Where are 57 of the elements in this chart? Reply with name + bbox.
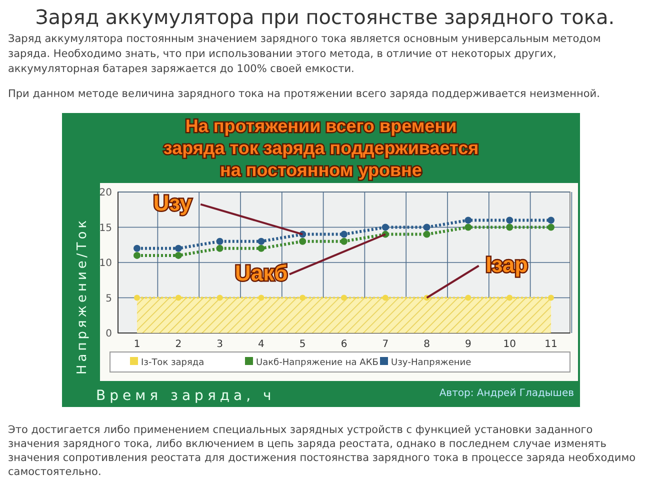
point: [216, 244, 224, 252]
point: [506, 216, 514, 224]
point: [464, 216, 472, 224]
point: [300, 294, 306, 301]
point: [382, 224, 389, 231]
point: [258, 294, 264, 301]
point: [134, 252, 140, 259]
y-tick-label: 10: [99, 258, 112, 269]
y-tick-label: 5: [106, 293, 112, 304]
point: [382, 294, 388, 301]
x-tick-label: 4: [258, 339, 264, 350]
point: [423, 224, 430, 231]
point: [423, 230, 430, 238]
point: [464, 224, 472, 231]
x-tick-label: 1: [134, 339, 140, 350]
point: [216, 294, 223, 301]
text: При данном методе величина зарядного тока на протяжении всего заряда поддерживается неизменной.: [8, 88, 600, 100]
legend-label: Uзу-Напряжение: [391, 358, 472, 368]
point: [134, 294, 140, 301]
point: [174, 252, 182, 259]
point: [341, 294, 347, 301]
x-tick-label: 10: [503, 339, 516, 350]
x-tick-label: 6: [340, 339, 348, 350]
text: Автор: Андрей Гладышев: [439, 388, 574, 399]
point: [134, 244, 140, 252]
chart-subtitle: На протяжении всего времени заряда ток заряда поддерживается на постоянном уровне: [163, 116, 479, 180]
point: [258, 238, 265, 245]
point: [340, 238, 348, 245]
x-tick-label: 5: [299, 339, 306, 350]
y-tick-label: 0: [106, 328, 112, 340]
x-tick-label: 11: [544, 339, 558, 350]
x-tick-label: 8: [424, 339, 430, 350]
legend-label: Iз-Ток заряда: [141, 358, 204, 368]
x-axis-title: Время заряда, ч: [96, 388, 276, 404]
point: [340, 230, 348, 238]
x-tick-label: 9: [465, 339, 472, 350]
point: [258, 244, 265, 252]
text: Это достигается либо применением специальных зарядных устройств с функцией установки заданного значения зарядного тока, либо включением в цепь заряда реостата, однако в последнем случае изменять значения сопротивления реостата для достижения постоянства зарядного тока в процессе заряда необходимо самостоятельно.: [8, 424, 636, 478]
point: [548, 224, 554, 231]
point: [548, 216, 554, 224]
chart-title: Заряд аккумулятора при постоянстве зарядного тока.: [35, 5, 615, 29]
point: [216, 238, 224, 245]
y-tick-label: 15: [99, 222, 112, 234]
text: Заряд аккумулятора постоянным значением зарядного тока является основным универсальным методом заряда. Необходимо знать, что при использовании этого метода, в отличие от некоторых других, аккумуляторная батарея заряжается до 100% своей емкости.: [8, 33, 601, 75]
point: [174, 244, 182, 252]
point: [465, 294, 472, 301]
y-axis-title: Напряжение/Ток: [75, 217, 90, 375]
point: [506, 224, 514, 231]
legend-label: Uакб-Напряжение на АКБ: [256, 358, 378, 368]
point: [506, 294, 513, 301]
y-tick-label: 20: [99, 188, 112, 198]
x-tick-label: 2: [175, 339, 182, 350]
x-tick-label: 7: [382, 339, 389, 350]
point: [175, 294, 182, 301]
point: [299, 238, 306, 245]
x-tick-label: 3: [216, 339, 223, 350]
point: [548, 294, 554, 301]
